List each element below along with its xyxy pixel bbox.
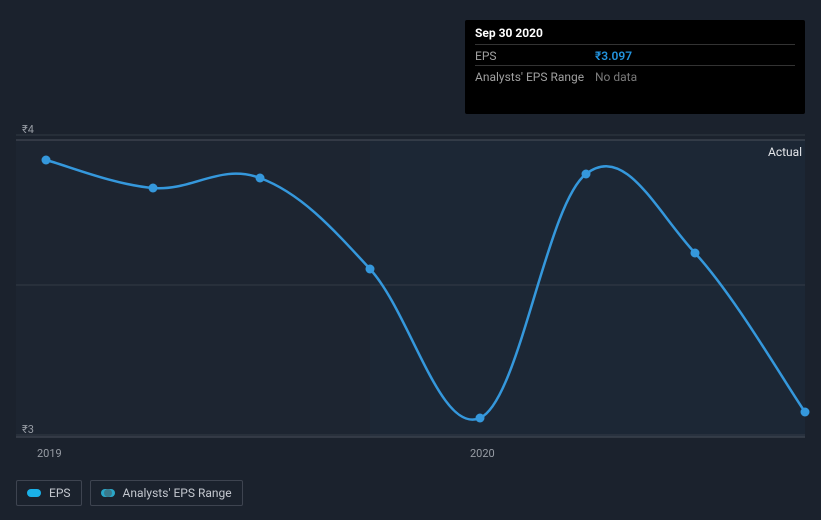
legend-label: EPS <box>49 486 71 500</box>
y-tick-3: ₹3 <box>22 423 34 436</box>
legend-item-range[interactable]: Analysts' EPS Range <box>90 480 243 506</box>
x-tick-2019: 2019 <box>37 447 62 460</box>
tooltip-label: EPS <box>475 49 595 63</box>
legend-swatch-icon <box>101 489 115 497</box>
tooltip-row-range: Analysts' EPS Range No data <box>475 66 795 86</box>
tooltip-row-eps: EPS ₹3.097 <box>475 45 795 66</box>
legend-swatch-icon <box>27 489 41 497</box>
tooltip-value: No data <box>595 70 637 84</box>
tooltip-value: ₹3.097 <box>595 49 632 63</box>
tooltip-label: Analysts' EPS Range <box>475 70 595 84</box>
y-tick-4: ₹4 <box>22 123 34 136</box>
legend-item-eps[interactable]: EPS <box>16 480 82 506</box>
tooltip-title: Sep 30 2020 <box>475 26 795 45</box>
x-tick-2020: 2020 <box>470 447 495 460</box>
actual-label: Actual <box>768 145 802 159</box>
chart-tooltip: Sep 30 2020 EPS ₹3.097 Analysts' EPS Ran… <box>465 20 805 114</box>
legend-label: Analysts' EPS Range <box>123 486 232 500</box>
chart-legend: EPS Analysts' EPS Range <box>16 480 243 506</box>
